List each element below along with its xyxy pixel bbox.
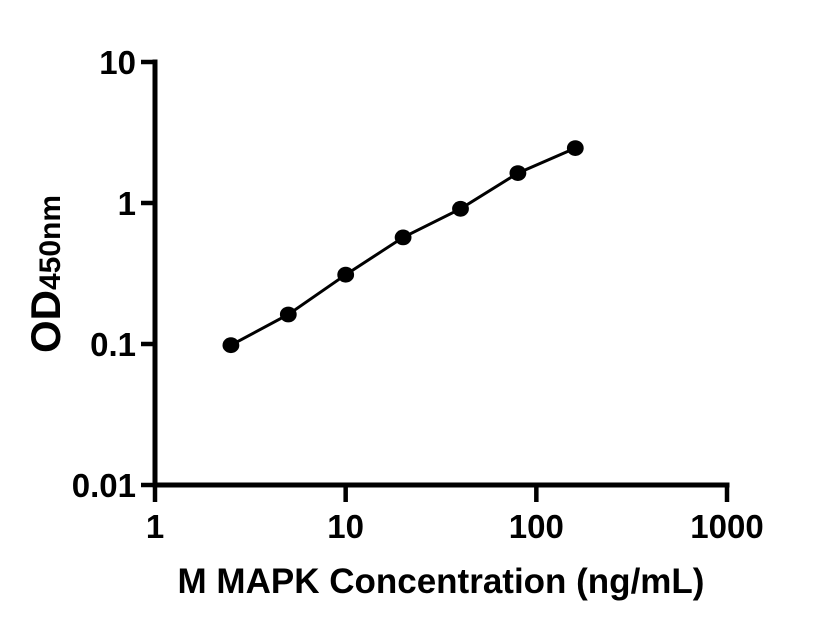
y-tick-label: 10: [99, 44, 136, 81]
data-point-marker: [279, 306, 297, 323]
data-point-marker: [509, 165, 527, 182]
data-point-marker: [337, 266, 355, 283]
data-point-marker: [452, 200, 469, 217]
x-axis-title: M MAPK Concentration (ng/mL): [178, 562, 705, 601]
y-tick-label: 1: [118, 185, 136, 222]
y-axis-title-subscript: 450nm: [34, 195, 67, 290]
x-tick-label: 1: [146, 508, 164, 545]
x-tick-label: 1000: [690, 508, 763, 545]
data-point-marker: [394, 229, 412, 246]
y-tick-label: 0.1: [90, 326, 136, 363]
data-point-marker: [566, 140, 584, 157]
y-axis-title-main: OD: [22, 290, 69, 353]
y-axis-title: OD450nm: [22, 195, 69, 353]
x-tick-label: 100: [509, 508, 564, 545]
x-tick-label: 10: [327, 508, 364, 545]
data-point-marker: [222, 337, 240, 354]
y-tick-label: 0.01: [72, 467, 136, 504]
